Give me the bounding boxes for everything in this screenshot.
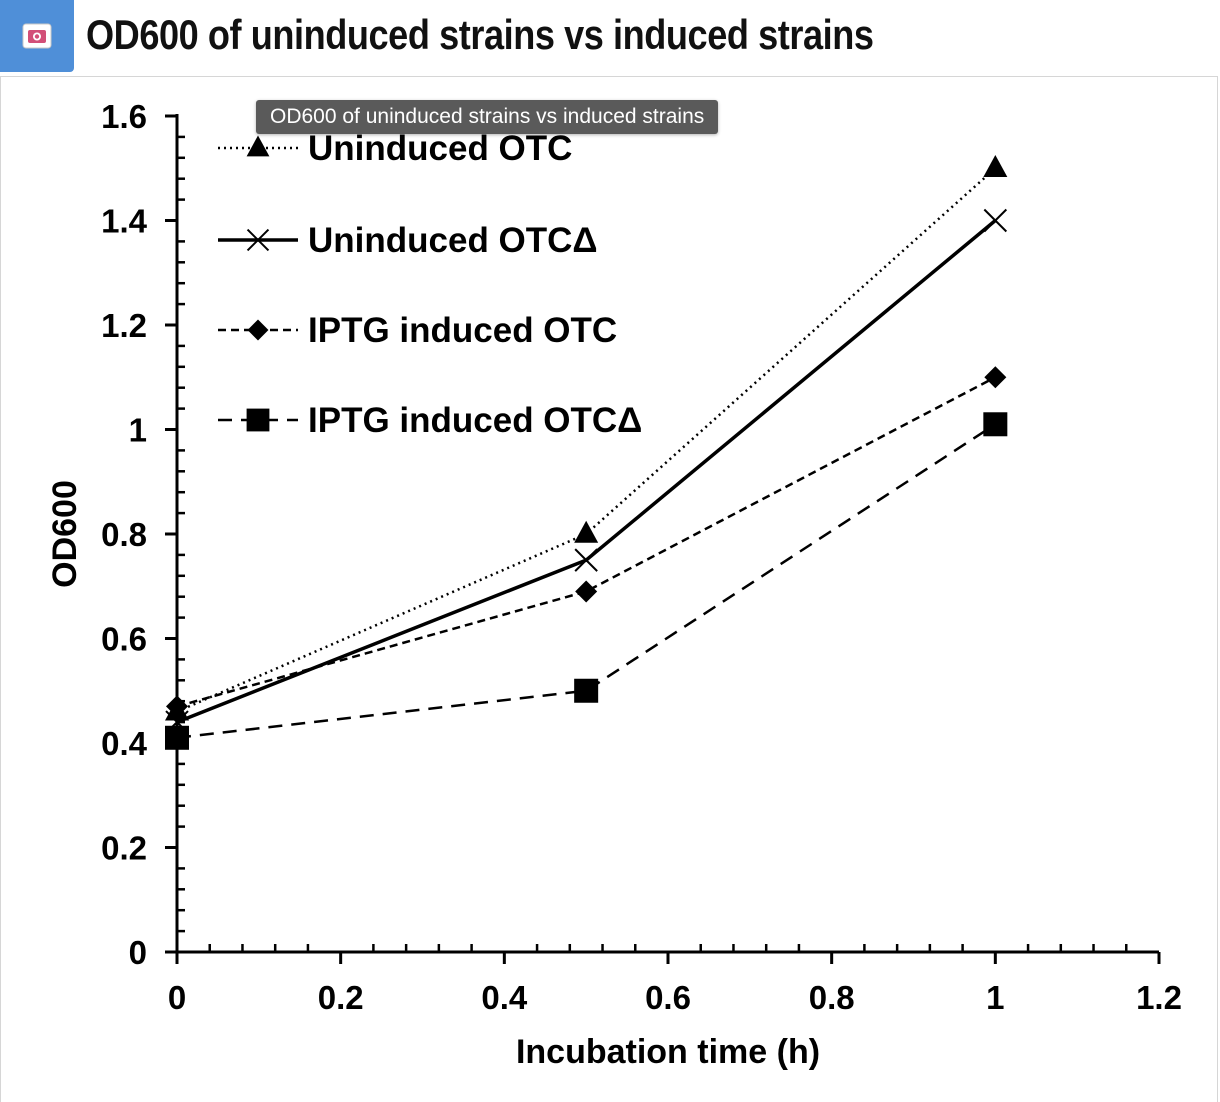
title-tooltip: OD600 of uninduced strains vs induced st… bbox=[256, 100, 719, 134]
series-4-point bbox=[165, 725, 189, 750]
legend-label-3: IPTG induced OTC bbox=[308, 311, 617, 350]
window-header: OD600 of uninduced strains vs induced st… bbox=[0, 0, 1220, 76]
y-tick-label: 0.6 bbox=[101, 621, 147, 658]
legend-label-2: Uninduced OTCΔ bbox=[308, 221, 598, 260]
series-2-point bbox=[574, 548, 598, 572]
series-2-point bbox=[983, 208, 1008, 233]
x-tick-label: 1 bbox=[986, 979, 1004, 1016]
y-tick-label: 1 bbox=[129, 412, 147, 449]
series-line-2 bbox=[176, 219, 997, 724]
series-1-point bbox=[983, 155, 1008, 178]
series-line-1 bbox=[176, 167, 997, 713]
x-tick-label: 0.4 bbox=[481, 979, 528, 1016]
image-viewer-icon[interactable] bbox=[0, 0, 74, 72]
chart-legend: Uninduced OTC Uninduced OTCΔ IPTG induced … bbox=[218, 129, 642, 440]
y-tick-label: 1.2 bbox=[101, 307, 147, 344]
series-3-point bbox=[984, 366, 1007, 389]
y-tick-label: 1.6 bbox=[101, 98, 147, 135]
x-tick-label: 0.6 bbox=[645, 979, 691, 1016]
series-3-point bbox=[166, 695, 188, 718]
x-tick-label: 0.2 bbox=[318, 979, 364, 1016]
series-line-4 bbox=[176, 423, 997, 740]
chart-markers bbox=[165, 155, 1008, 750]
legend-label-4: IPTG induced OTCΔ bbox=[308, 401, 642, 440]
y-axis-title: OD600 bbox=[46, 480, 84, 588]
x-tick-label: 0.8 bbox=[809, 979, 855, 1016]
series-1-point bbox=[574, 520, 599, 543]
y-tick-label: 0.2 bbox=[101, 830, 147, 867]
legend-marker-4 bbox=[246, 408, 270, 432]
legend-marker-2 bbox=[246, 228, 270, 252]
y-tick-label: 0 bbox=[129, 934, 147, 971]
series-line-3 bbox=[176, 376, 996, 708]
y-tick-label: 0.4 bbox=[101, 725, 148, 762]
chart-frame bbox=[0, 76, 1218, 1102]
series-3-point bbox=[575, 580, 598, 603]
chart-tick-labels: 0 0.2 0.4 0.6 0.8 1 1.2 1.4 1.6 0 0.2 0.4 0.6 0.8 1 1.2 bbox=[101, 98, 1182, 1016]
y-tick-label: 1.4 bbox=[101, 203, 148, 240]
x-axis-title: Incubation time (h) bbox=[516, 1033, 820, 1071]
legend-marker-3 bbox=[247, 319, 269, 341]
series-4-point bbox=[574, 678, 599, 703]
y-tick-label: 0.8 bbox=[101, 516, 147, 553]
legend-marker-1 bbox=[246, 135, 270, 157]
series-4-point bbox=[983, 412, 1008, 437]
x-tick-label: 0 bbox=[168, 979, 186, 1016]
window-title: OD600 of uninduced strains vs induced st… bbox=[86, 11, 874, 58]
legend-label-1: Uninduced OTC bbox=[308, 129, 572, 168]
x-tick-label: 1.2 bbox=[1136, 979, 1182, 1016]
